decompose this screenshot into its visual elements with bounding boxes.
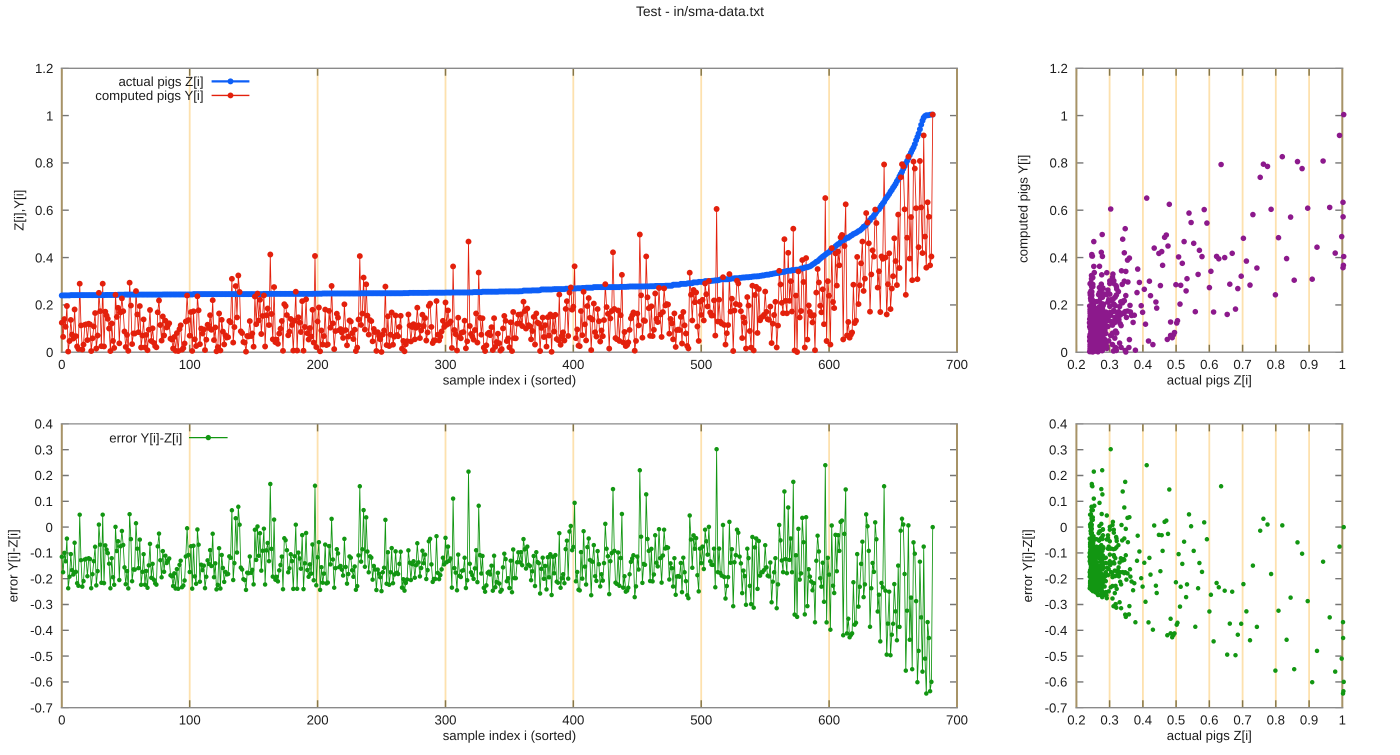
svg-text:0.3: 0.3 [1049, 442, 1067, 457]
svg-text:actual pigs Z[i]: actual pigs Z[i] [1167, 373, 1252, 388]
svg-text:1: 1 [1339, 713, 1346, 728]
svg-text:0.7: 0.7 [1233, 357, 1251, 372]
svg-text:0.6: 0.6 [1200, 357, 1218, 372]
svg-text:300: 300 [434, 357, 456, 372]
svg-text:0.5: 0.5 [1167, 357, 1185, 372]
svg-text:0.8: 0.8 [35, 156, 53, 171]
svg-text:0.7: 0.7 [1233, 713, 1251, 728]
svg-text:400: 400 [562, 357, 584, 372]
svg-text:1: 1 [1061, 108, 1068, 123]
svg-text:actual pigs Z[i]: actual pigs Z[i] [118, 74, 203, 89]
svg-text:-0.4: -0.4 [1045, 623, 1068, 638]
svg-text:0.6: 0.6 [35, 203, 53, 218]
svg-text:-0.2: -0.2 [1045, 571, 1068, 586]
svg-text:0: 0 [58, 357, 65, 372]
svg-text:600: 600 [818, 713, 840, 728]
svg-text:100: 100 [179, 357, 201, 372]
svg-text:0.6: 0.6 [1200, 713, 1218, 728]
svg-text:-0.1: -0.1 [30, 546, 53, 561]
svg-text:500: 500 [690, 357, 712, 372]
svg-text:0: 0 [1061, 345, 1068, 360]
svg-text:0.3: 0.3 [34, 442, 52, 457]
svg-text:0.4: 0.4 [1049, 417, 1067, 432]
svg-text:0.2: 0.2 [1067, 713, 1085, 728]
svg-text:sample index i (sorted): sample index i (sorted) [443, 373, 576, 388]
svg-text:-0.3: -0.3 [1045, 597, 1068, 612]
svg-text:-0.7: -0.7 [30, 700, 53, 715]
svg-text:Test - in/sma-data.txt: Test - in/sma-data.txt [636, 4, 764, 19]
svg-text:700: 700 [946, 713, 968, 728]
svg-text:0.2: 0.2 [1049, 468, 1067, 483]
svg-text:0.9: 0.9 [1300, 713, 1318, 728]
svg-text:-0.6: -0.6 [1045, 675, 1068, 690]
svg-text:0.2: 0.2 [34, 468, 52, 483]
svg-text:0.1: 0.1 [1049, 494, 1067, 509]
svg-text:-0.6: -0.6 [30, 675, 53, 690]
svg-text:actual pigs Z[i]: actual pigs Z[i] [1167, 728, 1252, 743]
svg-text:error Y[i]-Z[i]: error Y[i]-Z[i] [5, 529, 20, 602]
svg-text:0: 0 [58, 713, 65, 728]
svg-text:0.3: 0.3 [1100, 713, 1118, 728]
svg-text:1: 1 [46, 108, 53, 123]
svg-text:1.2: 1.2 [1050, 61, 1068, 76]
svg-text:0.4: 0.4 [34, 417, 52, 432]
svg-text:600: 600 [818, 357, 840, 372]
svg-text:0: 0 [46, 345, 53, 360]
svg-text:200: 200 [307, 713, 329, 728]
svg-text:0.4: 0.4 [1134, 713, 1152, 728]
svg-text:0.4: 0.4 [35, 250, 53, 265]
svg-text:0.4: 0.4 [1050, 250, 1068, 265]
svg-text:0.4: 0.4 [1134, 357, 1152, 372]
svg-text:-0.5: -0.5 [30, 649, 53, 664]
svg-text:0.9: 0.9 [1300, 357, 1318, 372]
svg-text:computed pigs Y[i]: computed pigs Y[i] [1016, 155, 1031, 263]
svg-text:-0.4: -0.4 [30, 623, 53, 638]
svg-text:0.2: 0.2 [1067, 357, 1085, 372]
svg-text:-0.3: -0.3 [30, 597, 53, 612]
svg-text:0.3: 0.3 [1100, 357, 1118, 372]
svg-text:0.5: 0.5 [1167, 713, 1185, 728]
svg-text:1.2: 1.2 [35, 61, 53, 76]
svg-text:300: 300 [434, 713, 456, 728]
svg-text:-0.7: -0.7 [1045, 700, 1068, 715]
svg-text:100: 100 [179, 713, 201, 728]
svg-text:1: 1 [1339, 357, 1346, 372]
svg-text:700: 700 [946, 357, 968, 372]
svg-text:400: 400 [562, 713, 584, 728]
svg-text:0.1: 0.1 [34, 494, 52, 509]
svg-text:0.2: 0.2 [1050, 298, 1068, 313]
svg-text:-0.2: -0.2 [30, 571, 53, 586]
svg-text:sample index i (sorted): sample index i (sorted) [443, 728, 576, 743]
svg-text:500: 500 [690, 713, 712, 728]
svg-text:error Y[i]-Z[i]: error Y[i]-Z[i] [109, 430, 182, 445]
svg-text:0.2: 0.2 [35, 298, 53, 313]
svg-text:0.8: 0.8 [1267, 713, 1285, 728]
svg-text:0.8: 0.8 [1267, 357, 1285, 372]
svg-text:error Y[i]-Z[i]: error Y[i]-Z[i] [1020, 529, 1035, 602]
svg-text:0: 0 [45, 520, 52, 535]
svg-text:-0.5: -0.5 [1045, 649, 1068, 664]
svg-text:-0.1: -0.1 [1045, 546, 1068, 561]
svg-text:0.6: 0.6 [1050, 203, 1068, 218]
svg-text:Z[i],Y[i]: Z[i],Y[i] [11, 190, 26, 231]
svg-text:computed pigs Y[i]: computed pigs Y[i] [95, 88, 203, 103]
svg-text:0: 0 [1060, 520, 1067, 535]
svg-text:0.8: 0.8 [1050, 156, 1068, 171]
svg-text:200: 200 [307, 357, 329, 372]
